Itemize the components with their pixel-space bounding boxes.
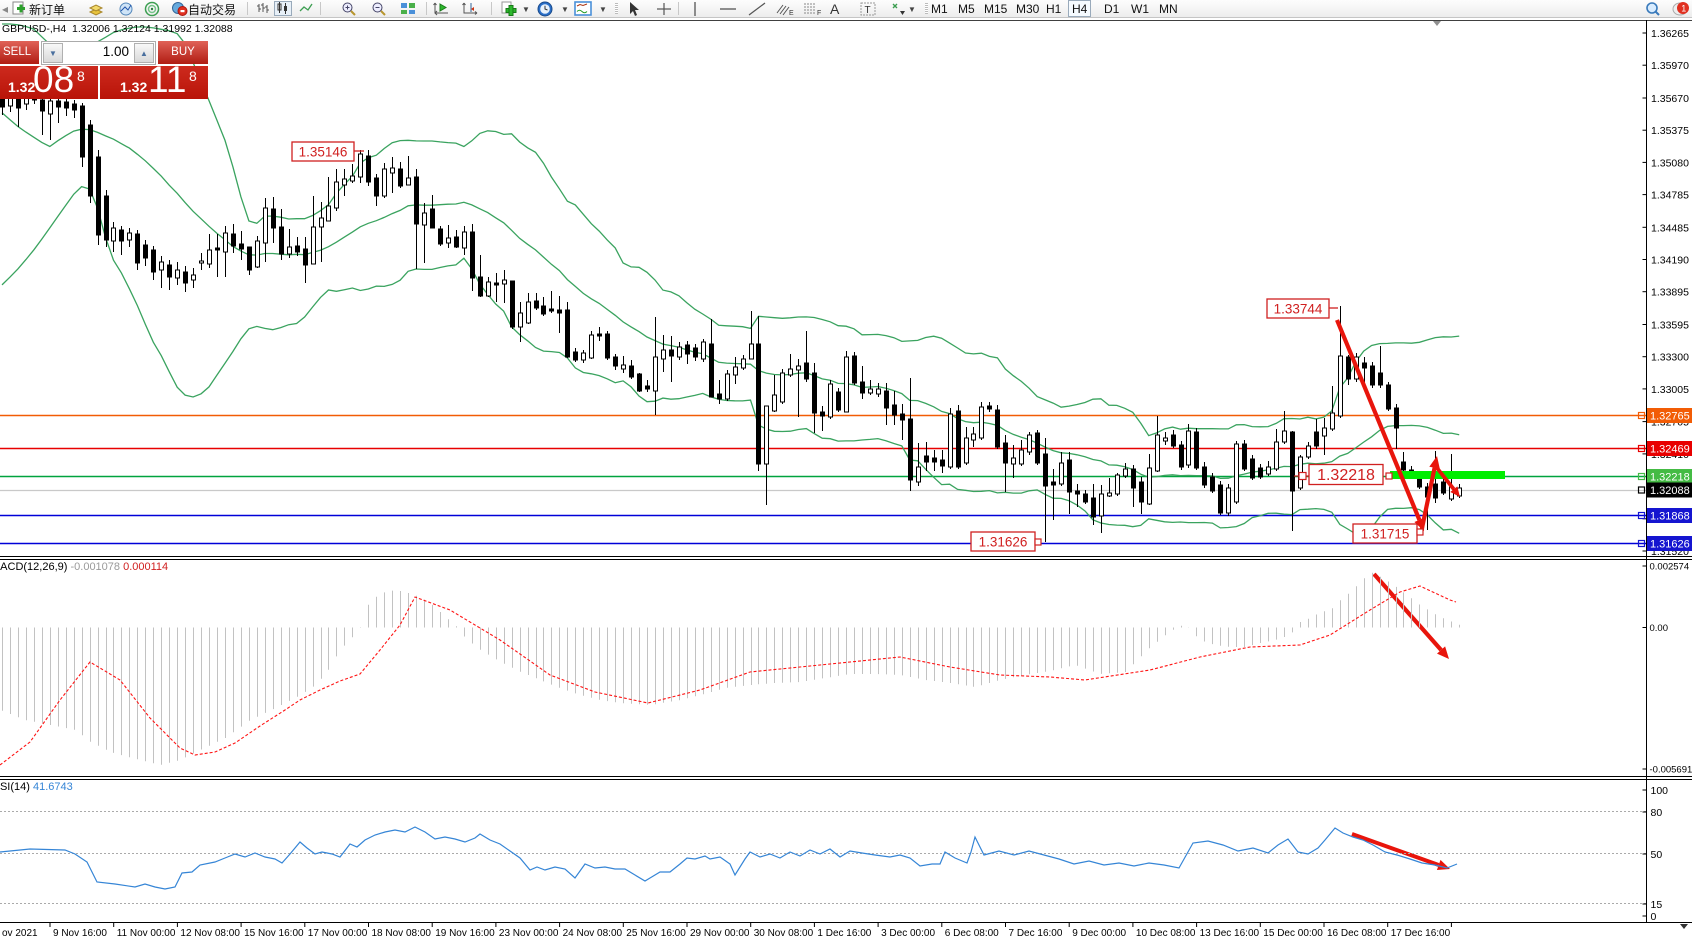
svg-text:100: 100 bbox=[1651, 785, 1669, 797]
svg-text:15: 15 bbox=[1651, 899, 1663, 911]
svg-text:16 Dec 08:00: 16 Dec 08:00 bbox=[1327, 928, 1387, 939]
svg-text:11 Nov 00:00: 11 Nov 00:00 bbox=[117, 928, 176, 939]
svg-text:1.32088: 1.32088 bbox=[1650, 485, 1690, 497]
svg-text:1.32218: 1.32218 bbox=[1317, 467, 1375, 484]
svg-text:1.34190: 1.34190 bbox=[1651, 255, 1689, 267]
svg-text:1.33300: 1.33300 bbox=[1651, 352, 1689, 364]
svg-text:1.31868: 1.31868 bbox=[1650, 511, 1690, 523]
svg-text:1.35146: 1.35146 bbox=[299, 145, 348, 160]
svg-text:1.32218: 1.32218 bbox=[1650, 472, 1690, 484]
svg-text:1 Dec 16:00: 1 Dec 16:00 bbox=[817, 928, 871, 939]
svg-text:1.31626: 1.31626 bbox=[979, 535, 1028, 550]
svg-text:9 Dec 00:00: 9 Dec 00:00 bbox=[1072, 928, 1126, 939]
svg-text:1.35375: 1.35375 bbox=[1651, 125, 1689, 137]
svg-text:1.31715: 1.31715 bbox=[1361, 527, 1410, 542]
svg-text:0.002574: 0.002574 bbox=[1650, 562, 1690, 573]
svg-text:1.32765: 1.32765 bbox=[1650, 411, 1690, 423]
svg-text:0.00: 0.00 bbox=[1650, 623, 1669, 634]
svg-text:1.35670: 1.35670 bbox=[1651, 93, 1689, 105]
svg-text:7 Dec 16:00: 7 Dec 16:00 bbox=[1009, 928, 1063, 939]
svg-text:F: F bbox=[817, 10, 821, 17]
svg-text:1.34785: 1.34785 bbox=[1651, 190, 1689, 202]
svg-text:1.33005: 1.33005 bbox=[1651, 384, 1689, 396]
svg-text:18 Nov 08:00: 18 Nov 08:00 bbox=[372, 928, 432, 939]
svg-text:30 Nov 08:00: 30 Nov 08:00 bbox=[754, 928, 814, 939]
svg-text:E: E bbox=[789, 10, 794, 17]
svg-text:50: 50 bbox=[1651, 849, 1663, 861]
svg-text:24 Nov 08:00: 24 Nov 08:00 bbox=[563, 928, 623, 939]
svg-text:13 Dec 16:00: 13 Dec 16:00 bbox=[1200, 928, 1260, 939]
svg-text:1.32469: 1.32469 bbox=[1650, 444, 1690, 456]
svg-text:25 Nov 16:00: 25 Nov 16:00 bbox=[626, 928, 686, 939]
svg-text:17 Dec 16:00: 17 Dec 16:00 bbox=[1391, 928, 1451, 939]
svg-text:9 Nov 16:00: 9 Nov 16:00 bbox=[53, 928, 107, 939]
svg-text:29 Nov 00:00: 29 Nov 00:00 bbox=[690, 928, 750, 939]
svg-text:1.36265: 1.36265 bbox=[1651, 28, 1689, 40]
svg-text:GBPUSD-,H4 1.32006 1.32124 1.: GBPUSD-,H4 1.32006 1.32124 1.31992 1.320… bbox=[2, 23, 233, 35]
svg-text:1: 1 bbox=[1681, 4, 1686, 14]
svg-text:17 Nov 00:00: 17 Nov 00:00 bbox=[308, 928, 368, 939]
svg-text:0: 0 bbox=[1651, 911, 1657, 923]
svg-text:12 Nov 08:00: 12 Nov 08:00 bbox=[180, 928, 240, 939]
svg-text:1.35080: 1.35080 bbox=[1651, 157, 1689, 169]
svg-text:1.31626: 1.31626 bbox=[1650, 539, 1690, 551]
svg-text:MACD(12,26,9) -0.001078 0.0001: MACD(12,26,9) -0.001078 0.000114 bbox=[0, 561, 168, 573]
svg-text:6 Dec 08:00: 6 Dec 08:00 bbox=[945, 928, 999, 939]
svg-text:19 Nov 16:00: 19 Nov 16:00 bbox=[435, 928, 495, 939]
svg-text:23 Nov 00:00: 23 Nov 00:00 bbox=[499, 928, 559, 939]
svg-text:15 Nov 16:00: 15 Nov 16:00 bbox=[244, 928, 304, 939]
svg-text:15 Dec 00:00: 15 Dec 00:00 bbox=[1263, 928, 1323, 939]
svg-text:1.33744: 1.33744 bbox=[1274, 302, 1323, 317]
svg-text:1.33895: 1.33895 bbox=[1651, 287, 1689, 299]
svg-text:3 Dec 00:00: 3 Dec 00:00 bbox=[881, 928, 935, 939]
svg-text:1.33595: 1.33595 bbox=[1651, 320, 1689, 332]
svg-text:10 Dec 08:00: 10 Dec 08:00 bbox=[1136, 928, 1196, 939]
svg-text:ov 2021: ov 2021 bbox=[2, 928, 38, 939]
svg-text:RSI(14) 41.6743: RSI(14) 41.6743 bbox=[0, 781, 73, 793]
svg-text:80: 80 bbox=[1651, 807, 1663, 819]
svg-text:1.35970: 1.35970 bbox=[1651, 60, 1689, 72]
svg-text:T: T bbox=[865, 5, 871, 16]
svg-text:1.34485: 1.34485 bbox=[1651, 222, 1689, 234]
svg-text:-0.005691: -0.005691 bbox=[1650, 765, 1692, 776]
